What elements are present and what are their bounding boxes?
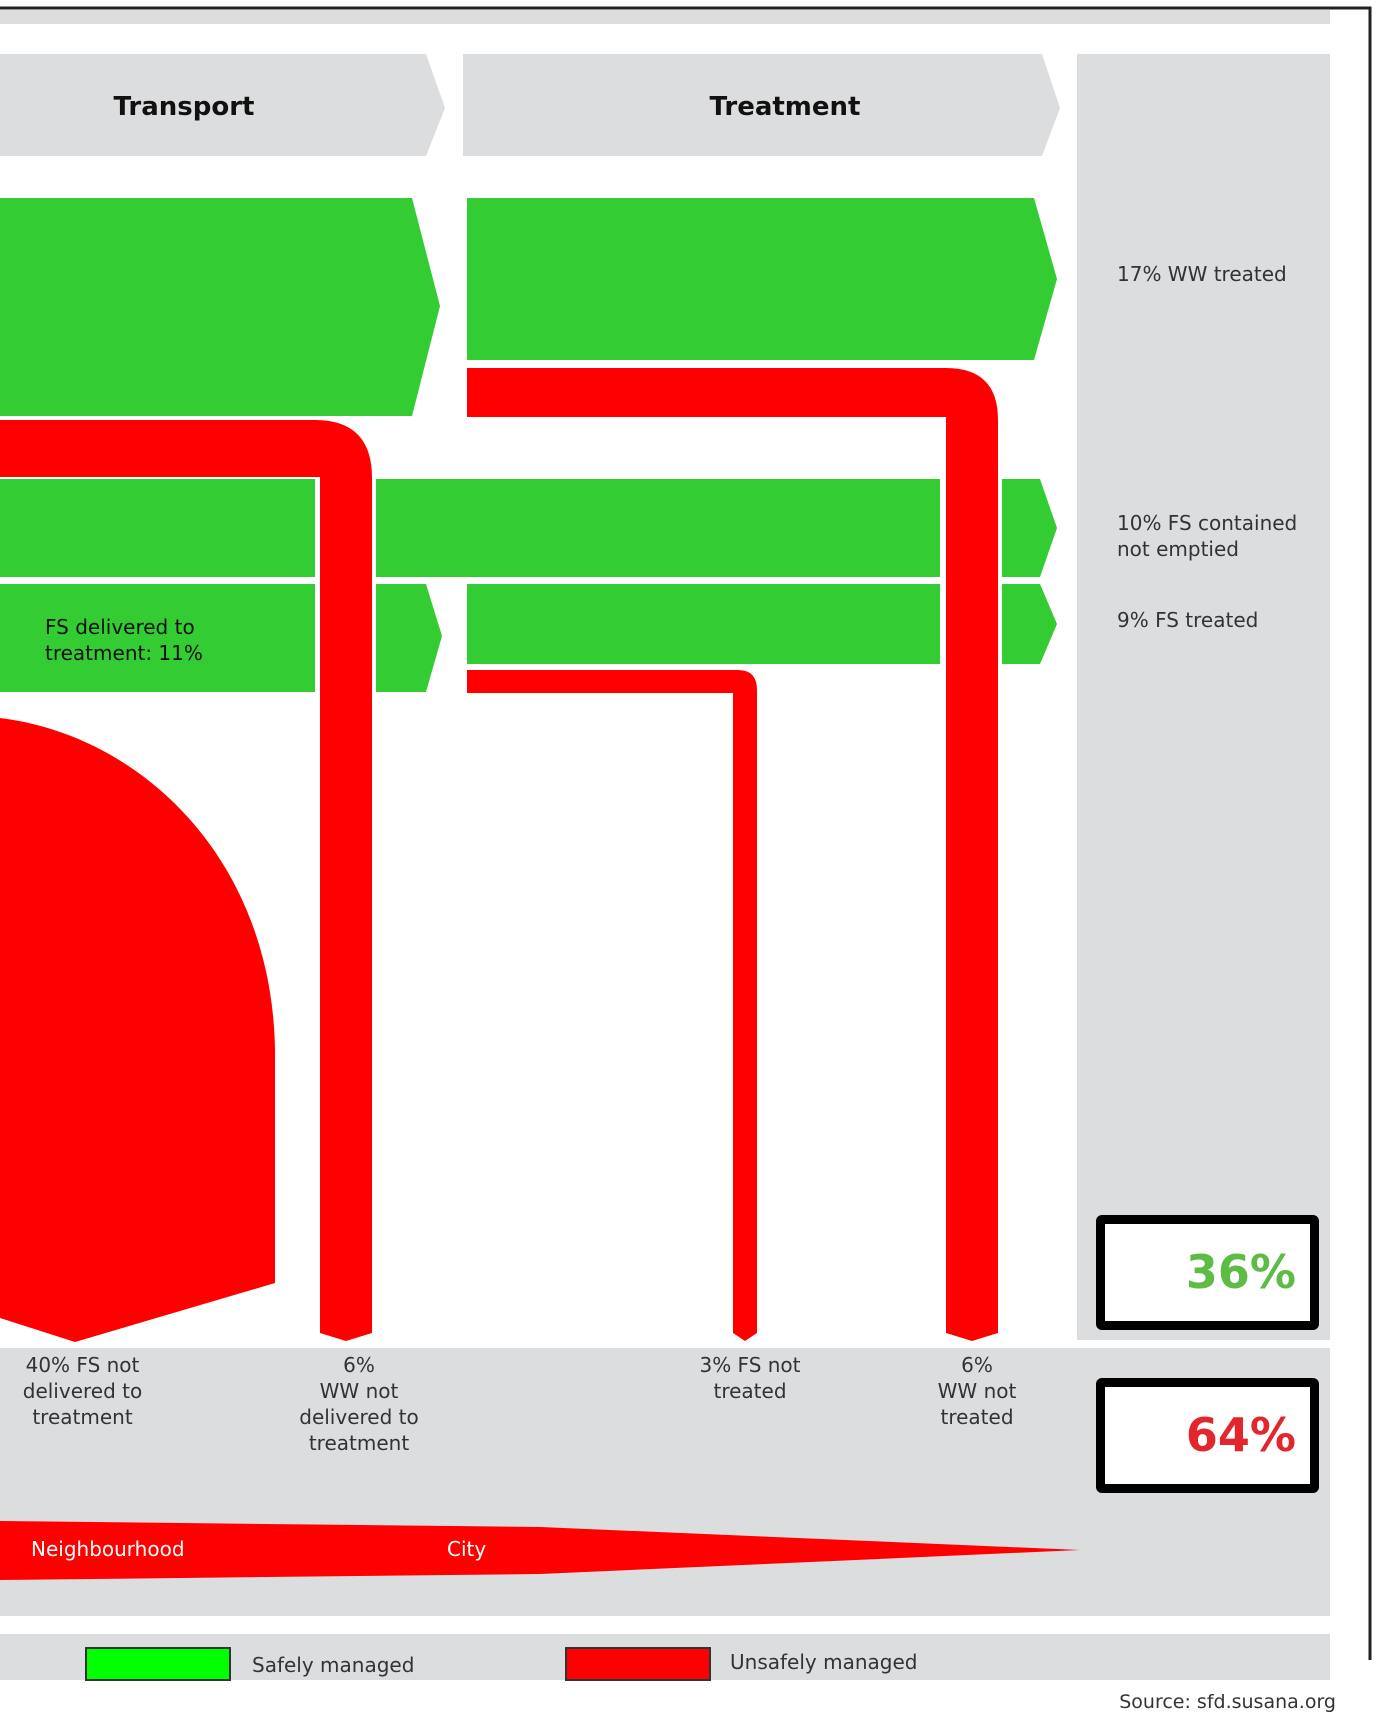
fs-delivered-flow-a	[0, 584, 315, 692]
fs-contained-flow-a	[0, 479, 315, 577]
label-ww-not-delivered: 6% WW not delivered to treatment	[299, 1353, 419, 1455]
label-ww-treated: 17% WW treated	[1117, 262, 1287, 286]
fs-contained-flow-c	[1002, 479, 1057, 577]
fs-treated-flow-b	[1002, 584, 1057, 664]
top-strip	[0, 10, 1330, 24]
label-neighbourhood: Neighbourhood	[31, 1537, 185, 1561]
fs-not-treated-flow	[467, 670, 757, 1341]
source-credit: Source: sfd.susana.org	[1119, 1691, 1336, 1713]
label-fs-delivered: FS delivered to treatment: 11%	[45, 615, 203, 665]
label-fs-contained-not-emptied: 10% FS contained not emptied	[1117, 511, 1298, 561]
label-fs-treated: 9% FS treated	[1117, 608, 1259, 632]
label-fs-not-delivered: 40% FS not delivered to treatment	[22, 1353, 143, 1429]
ww-transport-flow	[0, 198, 440, 416]
spread-wedge	[0, 1521, 1080, 1580]
legend-unsafe-label: Unsafely managed	[730, 1650, 918, 1674]
fs-delivered-flow-b	[376, 584, 442, 692]
header-transport: Transport	[113, 92, 255, 122]
label-fs-not-treated: 3% FS not treated	[699, 1353, 801, 1403]
safe-total-box: 36%	[1096, 1215, 1319, 1330]
fs-treated-flow-a	[467, 584, 940, 664]
legend-safe-label: Safely managed	[252, 1653, 415, 1677]
legend-unsafe-swatch	[565, 1647, 711, 1681]
ww-not-delivered-flow	[0, 420, 372, 1341]
unsafe-total-box: 64%	[1096, 1378, 1319, 1493]
treatment-header-chevron	[463, 54, 1060, 156]
label-ww-not-treated: 6% WW not treated	[937, 1353, 1017, 1429]
header-treatment: Treatment	[709, 92, 861, 122]
ww-treatment-flow	[467, 198, 1057, 360]
fs-not-delivered-flow	[0, 718, 275, 1342]
summary-column	[1077, 54, 1330, 1340]
fs-contained-flow-b	[376, 479, 940, 577]
legend-safe-swatch	[85, 1647, 231, 1681]
label-city: City	[447, 1537, 487, 1561]
transport-header-chevron	[0, 54, 445, 156]
frame-border	[0, 6, 1372, 1660]
